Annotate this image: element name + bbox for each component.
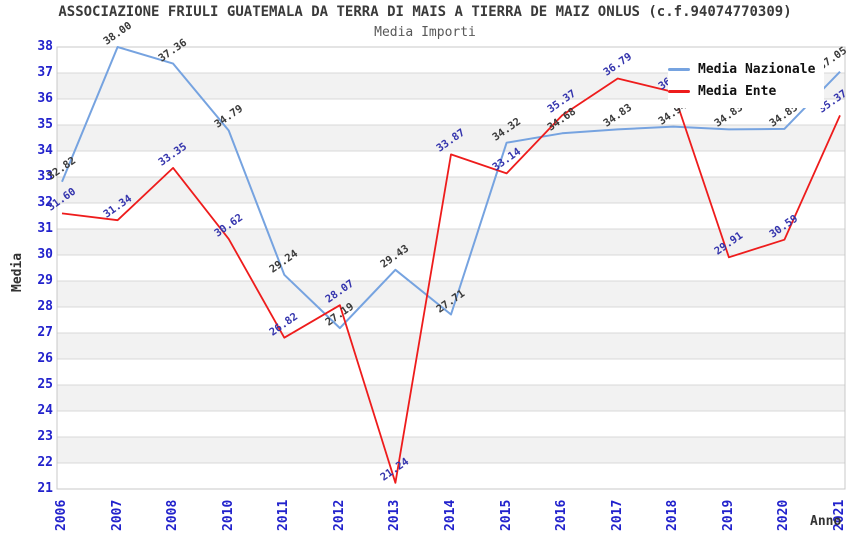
- y-tick-label: 26: [37, 351, 53, 366]
- y-tick-label: 30: [37, 247, 53, 262]
- x-tick-label: 2006: [54, 499, 69, 531]
- series-line-ente: [61, 77, 841, 484]
- chart-title: ASSOCIAZIONE FRIULI GUATEMALA DA TERRA D…: [58, 4, 792, 20]
- plot-band: [57, 333, 845, 359]
- plot-band: [57, 177, 845, 203]
- y-tick-label: 37: [37, 65, 53, 80]
- legend-item: Media Ente: [668, 83, 824, 99]
- x-tick-label: 2016: [554, 499, 570, 531]
- y-tick-label: 21: [37, 481, 53, 496]
- plot-band: [57, 229, 845, 255]
- x-tick-label: 2015: [498, 499, 514, 531]
- plot-band: [57, 385, 845, 411]
- chart-subtitle: Media Importi: [374, 25, 476, 40]
- legend-item: Media Nazionale: [668, 61, 824, 77]
- x-tick-label: 2007: [109, 499, 125, 531]
- x-tick-label: 2014: [443, 499, 458, 531]
- y-tick-label: 31: [37, 221, 53, 236]
- plot-band: [57, 281, 845, 307]
- legend: Media Nazionale Media Ente: [668, 52, 824, 108]
- y-axis-title: Media: [10, 252, 25, 292]
- plot-border: [56, 46, 846, 490]
- series-line-nazionale: [61, 46, 841, 330]
- x-tick-label: 2017: [609, 499, 625, 531]
- plot-band: [57, 437, 845, 463]
- y-tick-label: 32: [37, 195, 53, 210]
- x-tick-label: 2013: [387, 499, 403, 531]
- x-tick-label: 2010: [220, 499, 236, 531]
- x-tick-label: 2011: [276, 499, 292, 531]
- y-tick-label: 36: [37, 91, 53, 106]
- x-tick-label: 2020: [776, 499, 792, 531]
- x-axis-title: Anno: [810, 514, 842, 529]
- y-tick-label: 29: [37, 273, 53, 288]
- y-tick-label: 34: [37, 143, 53, 158]
- x-tick-label: 2012: [331, 499, 347, 531]
- y-tick-label: 28: [37, 299, 53, 314]
- legend-label: Media Ente: [698, 83, 777, 99]
- y-tick-label: 25: [37, 377, 53, 392]
- legend-swatch-icon: [668, 89, 690, 93]
- y-tick-label: 27: [37, 325, 53, 340]
- y-tick-label: 33: [37, 169, 53, 184]
- x-tick-label: 2018: [665, 499, 681, 531]
- legend-swatch-icon: [668, 67, 690, 71]
- y-tick-label: 38: [37, 39, 53, 54]
- x-tick-label: 2019: [720, 499, 736, 531]
- x-tick-label: 2008: [165, 499, 181, 531]
- y-tick-label: 24: [37, 403, 53, 418]
- y-tick-label: 22: [37, 455, 53, 470]
- y-tick-label: 23: [37, 429, 53, 444]
- legend-label: Media Nazionale: [698, 61, 816, 77]
- y-tick-label: 35: [37, 117, 53, 132]
